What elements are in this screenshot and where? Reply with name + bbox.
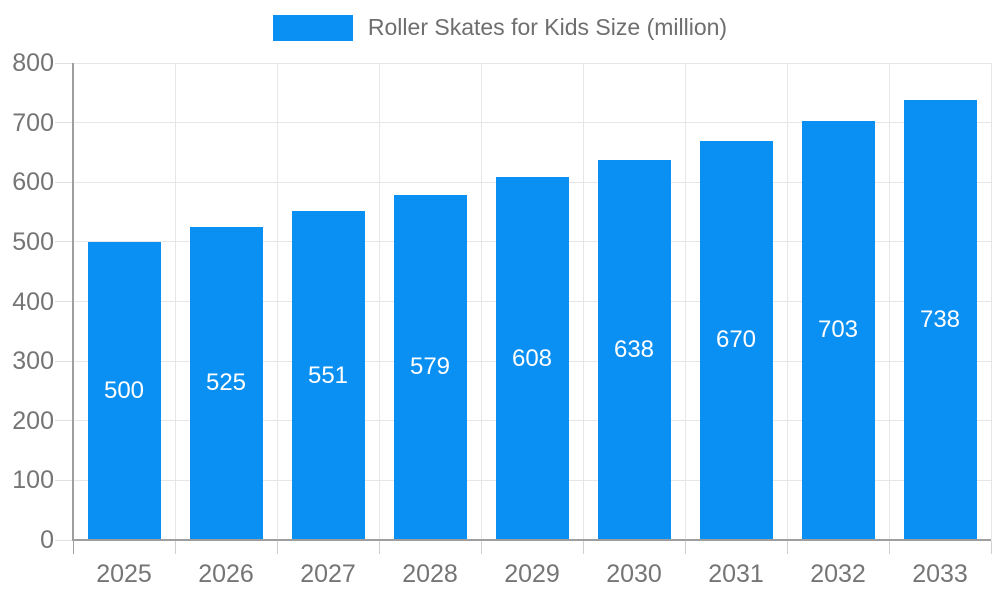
y-axis-tick-mark	[55, 420, 73, 422]
y-axis-tick-mark	[55, 62, 73, 64]
bar-value-label: 670	[715, 326, 757, 354]
gridline-horizontal	[73, 62, 991, 64]
x-axis-tick-label: 2026	[198, 560, 254, 588]
x-axis-tick-label: 2027	[300, 560, 356, 588]
x-axis-tick-mark	[787, 541, 788, 554]
x-axis-tick-mark	[991, 541, 992, 554]
y-axis-tick-label: 800	[12, 49, 54, 77]
y-axis-tick-mark	[55, 479, 73, 481]
gridline-vertical	[582, 63, 584, 540]
y-axis-tick-mark	[55, 360, 73, 362]
gridline-vertical	[378, 63, 380, 540]
bar: 579	[393, 194, 467, 540]
y-axis-tick-label: 700	[12, 108, 54, 137]
y-axis-tick-mark	[55, 301, 73, 302]
y-axis-tick-label: 100	[12, 466, 54, 495]
bar: 670	[699, 140, 773, 540]
bar-value-label: 579	[409, 353, 451, 381]
bar-value-label: 703	[817, 316, 859, 344]
bar-value-label: 525	[205, 369, 247, 397]
y-axis-tick-mark	[55, 181, 73, 183]
x-axis-tick-mark	[175, 541, 176, 554]
x-axis-tick-label: 2030	[606, 560, 662, 588]
gridline-vertical	[684, 63, 686, 540]
x-axis-tick-mark	[889, 541, 890, 554]
y-axis-tick-mark	[55, 122, 73, 124]
y-axis-tick-mark	[55, 539, 73, 541]
plot-area: 500 525 551 579 608 638 670 703 738	[73, 62, 992, 540]
gridline-vertical	[174, 63, 176, 540]
gridline-vertical	[276, 63, 278, 540]
y-axis-tick-label: 0	[40, 526, 54, 554]
bar-value-label: 551	[307, 361, 349, 389]
x-axis-line	[72, 539, 991, 541]
bar: 638	[597, 159, 671, 540]
gridline-horizontal	[73, 122, 991, 124]
bar-value-label: 738	[919, 305, 961, 333]
y-axis-tick-label: 200	[12, 406, 54, 435]
x-axis-tick-label: 2029	[504, 560, 560, 588]
x-axis-tick-mark	[277, 541, 278, 554]
bar: 525	[189, 226, 263, 540]
bar-value-label: 608	[511, 344, 553, 372]
y-axis-tick-label: 400	[12, 287, 54, 316]
x-axis-tick-label: 2031	[708, 560, 764, 588]
x-axis-tick-mark	[73, 541, 74, 554]
x-axis-tick-label: 2025	[96, 560, 152, 588]
x-axis-tick-mark	[583, 541, 584, 554]
y-axis-tick-label: 600	[12, 168, 54, 197]
gridline-vertical	[990, 63, 992, 540]
bar: 703	[801, 120, 875, 540]
bar: 551	[291, 211, 365, 540]
bar: 608	[495, 177, 569, 540]
y-axis-tick-label: 300	[12, 347, 54, 376]
bar-value-label: 500	[103, 376, 145, 404]
bar: 500	[87, 241, 161, 540]
x-axis-tick-mark	[685, 541, 686, 554]
y-axis-tick-label: 500	[12, 227, 54, 256]
legend[interactable]: Roller Skates for Kids Size (million)	[0, 14, 1000, 41]
gridline-vertical	[786, 63, 788, 540]
y-axis-tick-mark	[55, 241, 73, 243]
x-axis-tick-label: 2032	[810, 560, 866, 588]
bar: 738	[903, 99, 977, 540]
bar-value-label: 638	[613, 335, 655, 363]
x-axis-tick-label: 2033	[912, 560, 968, 588]
x-axis-tick-mark	[379, 541, 380, 554]
x-axis-tick-label: 2028	[402, 560, 458, 588]
gridline-vertical	[480, 63, 482, 540]
legend-swatch	[272, 14, 353, 41]
legend-label: Roller Skates for Kids Size (million)	[367, 14, 728, 40]
gridline-vertical	[888, 63, 890, 540]
x-axis-tick-mark	[481, 541, 482, 554]
y-axis-line	[72, 63, 74, 540]
